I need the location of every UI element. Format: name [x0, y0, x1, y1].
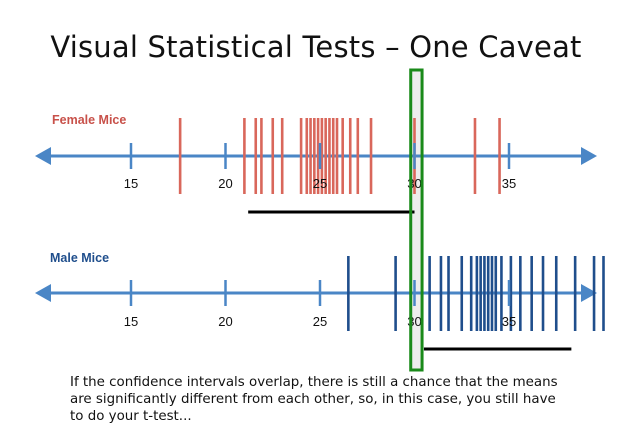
axis-left-arrow [35, 147, 51, 165]
overlap-highlight-border [409, 68, 424, 372]
male-panel: Male Mice 15 20 25 30 35 [35, 251, 605, 351]
slide-caption: If the confidence intervals overlap, the… [70, 375, 558, 424]
overlap-highlight-border-layer [409, 68, 424, 372]
axis-tick-label: 35 [502, 176, 516, 191]
female-observations [178, 118, 501, 194]
overlap-highlight-layer [410, 70, 423, 370]
female-number-line [35, 147, 597, 165]
axis-tick-label: 25 [313, 314, 327, 329]
female-mice-label: Female Mice [52, 113, 126, 127]
female-axis-ticks: 15 20 25 30 35 [124, 143, 516, 191]
axis-tick-label: 25 [313, 176, 327, 191]
axis-tick-label: 35 [502, 314, 516, 329]
female-panel: Female Mice 15 20 25 30 35 [35, 113, 597, 214]
axis-left-arrow [35, 284, 51, 302]
slide-title: Visual Statistical Tests – One Caveat [50, 30, 582, 64]
axis-tick-label: 15 [124, 176, 138, 191]
male-mice-label: Male Mice [50, 251, 109, 265]
male-axis-ticks: 15 20 25 30 35 [124, 280, 516, 329]
axis-tick-label: 20 [218, 314, 232, 329]
axis-tick-label: 15 [124, 314, 138, 329]
axis-right-arrow [581, 284, 597, 302]
overlap-highlight-fill [410, 70, 423, 370]
axis-tick-label: 20 [218, 176, 232, 191]
male-number-line [35, 284, 597, 302]
axis-right-arrow [581, 147, 597, 165]
male-observations [347, 256, 605, 331]
